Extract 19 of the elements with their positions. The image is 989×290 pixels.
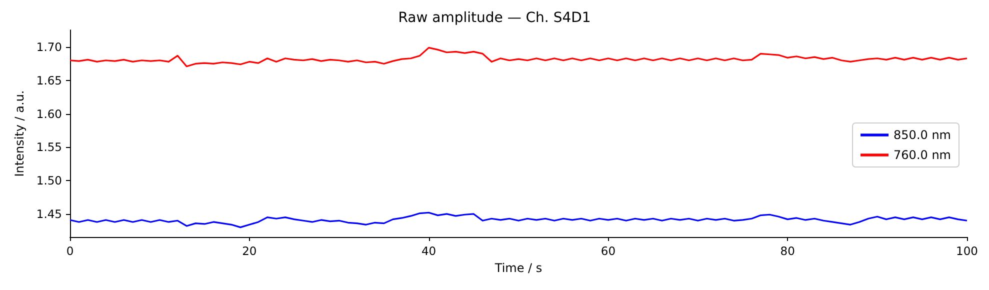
y-axis-title: Intensity / a.u. <box>12 90 26 177</box>
y-tick-label: 1.70 <box>36 40 62 54</box>
y-tick-label: 1.65 <box>36 73 62 88</box>
x-tick-label: 40 <box>421 244 436 258</box>
y-tick-label: 1.50 <box>36 174 62 188</box>
line-series <box>69 212 968 228</box>
y-tick-label: 1.55 <box>36 140 62 154</box>
legend-label: 850.0 nm <box>894 128 952 142</box>
chart-title: Raw amplitude — Ch. S4D1 <box>398 10 591 26</box>
x-axis-title: Time / s <box>494 260 542 275</box>
y-tick-label: 1.45 <box>36 206 62 221</box>
x-tick-label: 20 <box>242 244 257 258</box>
legend-label: 760.0 nm <box>894 148 952 162</box>
x-tick-label: 100 <box>956 244 978 258</box>
line-series <box>69 46 968 68</box>
y-tick-label: 1.60 <box>36 106 62 121</box>
x-tick-label: 80 <box>780 244 795 258</box>
x-tick-label: 60 <box>600 244 616 258</box>
x-tick-label: 0 <box>66 244 74 258</box>
